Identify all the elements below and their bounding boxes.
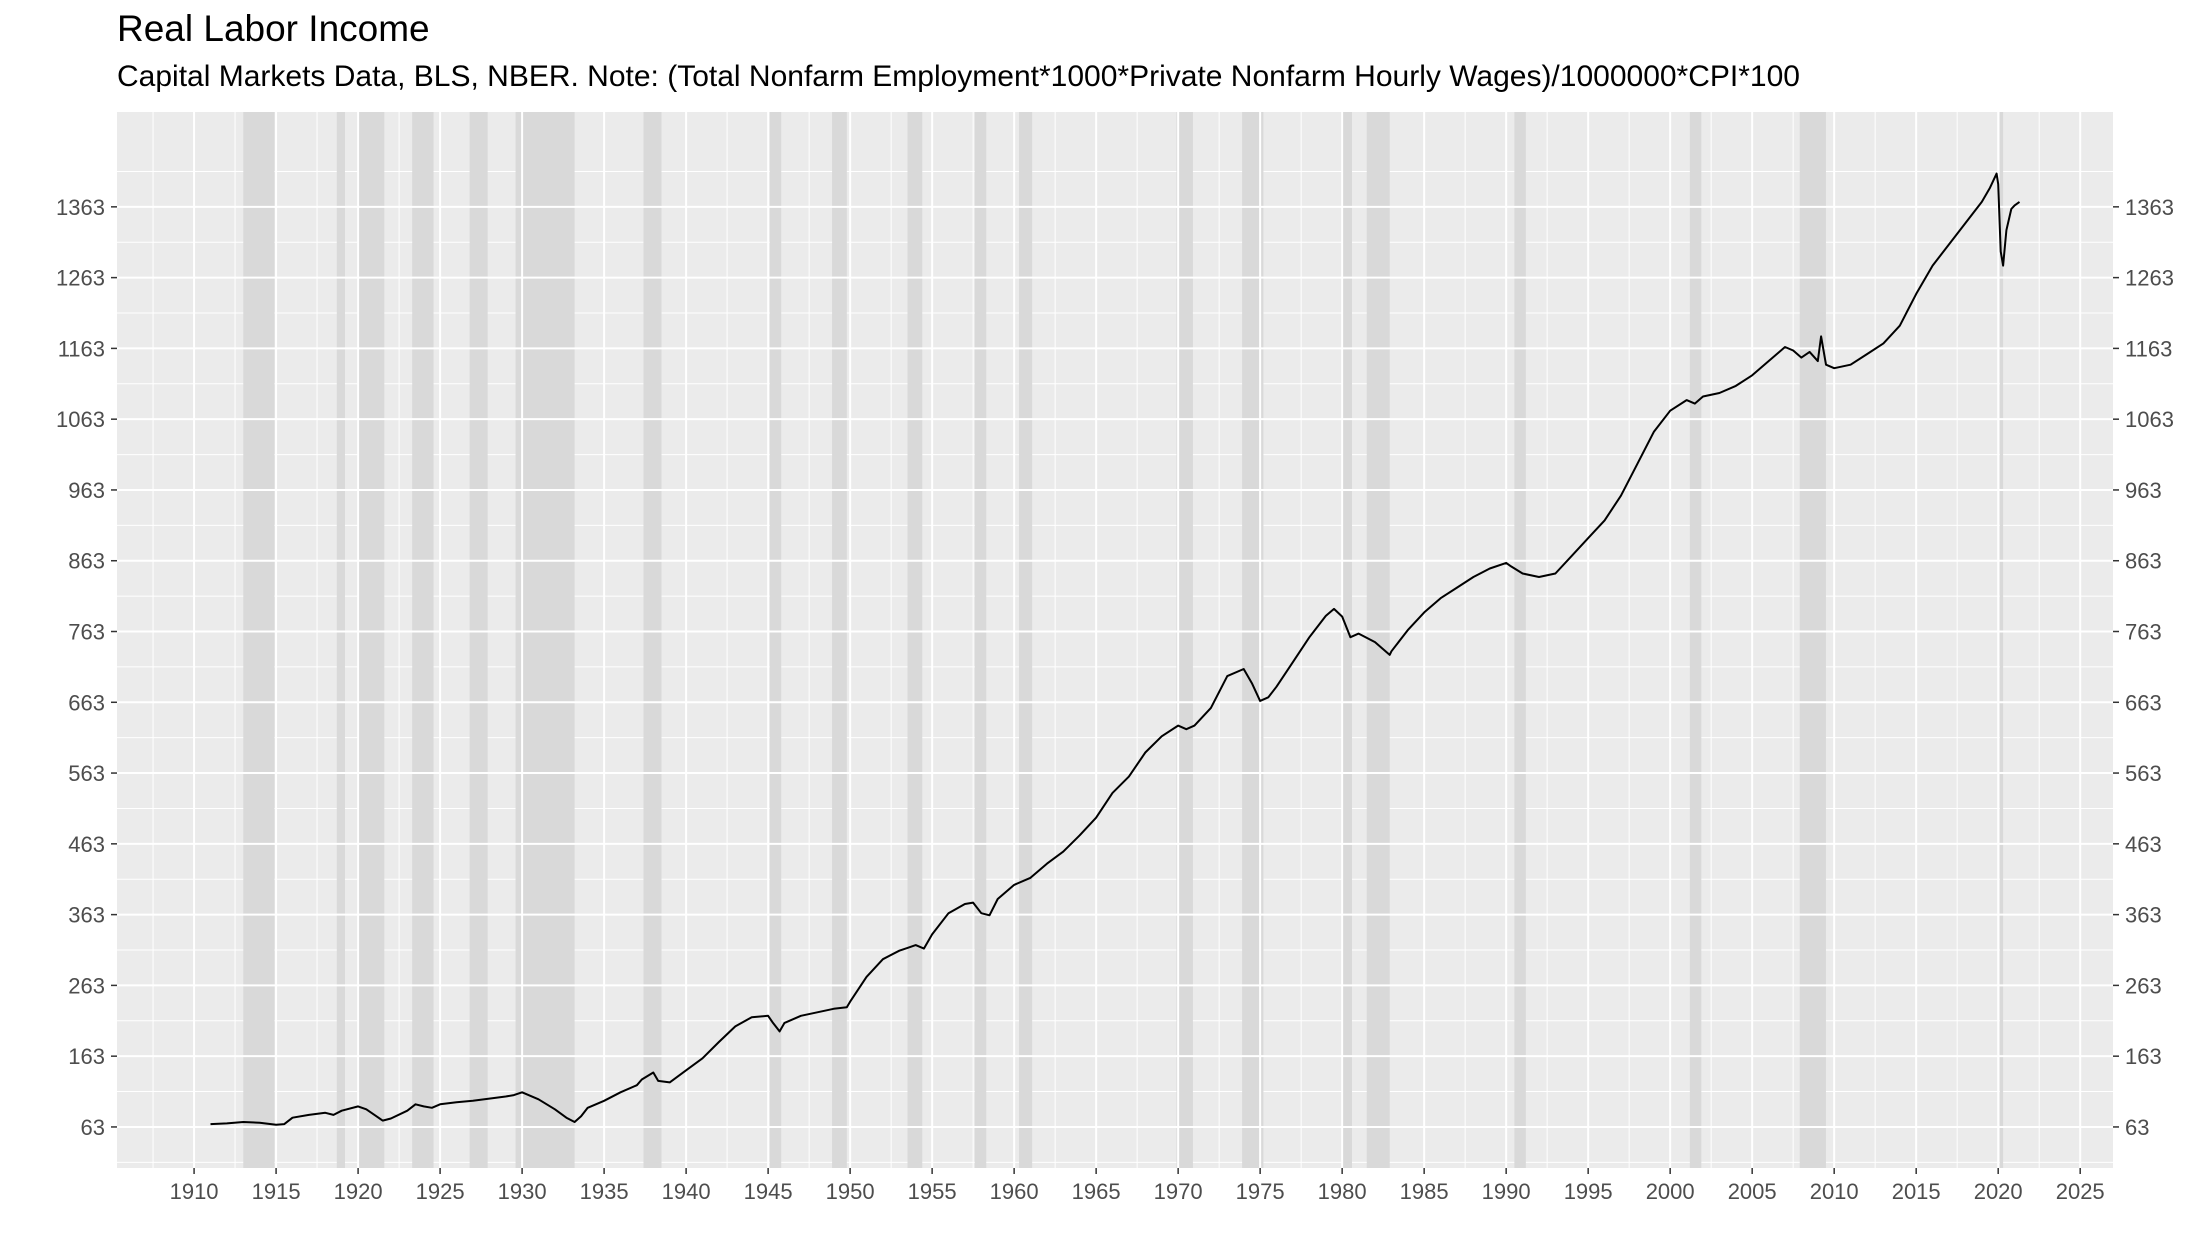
recession-band — [515, 112, 575, 1168]
x-tick-label: 1965 — [1072, 1179, 1121, 1204]
y-tick-label: 963 — [68, 478, 105, 503]
x-tick-label: 1920 — [334, 1179, 383, 1204]
x-tick-label: 1955 — [908, 1179, 957, 1204]
recession-band — [1799, 112, 1826, 1168]
x-tick-label: 1975 — [1236, 1179, 1285, 1204]
y-tick-label-right: 1163 — [2125, 336, 2172, 361]
x-tick-label: 1960 — [990, 1179, 1039, 1204]
y-tick-label: 63 — [81, 1115, 105, 1140]
chart-subtitle: Capital Markets Data, BLS, NBER. Note: (… — [117, 60, 1800, 93]
x-tick-label: 1925 — [416, 1179, 465, 1204]
y-tick-label-right: 1363 — [2125, 195, 2174, 220]
x-tick-label: 1940 — [662, 1179, 711, 1204]
y-tick-label-right: 563 — [2125, 761, 2162, 786]
y-tick-label-right: 1263 — [2125, 266, 2174, 291]
plot-panel — [117, 112, 2113, 1168]
recession-band — [1242, 112, 1264, 1168]
x-tick-label: 2005 — [1728, 1179, 1777, 1204]
x-tick-label: 2015 — [1892, 1179, 1941, 1204]
x-tick-label: 1930 — [498, 1179, 547, 1204]
x-tick-label: 1990 — [1482, 1179, 1531, 1204]
y-tick-label-right: 963 — [2125, 478, 2162, 503]
recession-band — [1999, 112, 2004, 1168]
x-tick-label: 1910 — [170, 1179, 219, 1204]
recession-band — [1366, 112, 1390, 1168]
chart-title: Real Labor Income — [117, 8, 430, 49]
x-tick-label: 2000 — [1646, 1179, 1695, 1204]
y-tick-label: 163 — [68, 1044, 105, 1069]
x-tick-label: 1935 — [580, 1179, 629, 1204]
recession-band — [643, 112, 662, 1168]
recession-band — [469, 112, 488, 1168]
recession-band — [1689, 112, 1702, 1168]
x-tick-label: 2010 — [1810, 1179, 1859, 1204]
y-tick-label-right: 363 — [2125, 903, 2162, 928]
y-tick-label: 863 — [68, 549, 105, 574]
y-tick-label: 1263 — [56, 266, 105, 291]
recession-band — [1176, 112, 1193, 1168]
x-tick-label: 1945 — [744, 1179, 793, 1204]
recession-band — [769, 112, 782, 1168]
recession-band — [832, 112, 847, 1168]
x-tick-label: 1950 — [826, 1179, 875, 1204]
recession-band — [358, 112, 385, 1168]
y-tick-label: 1163 — [58, 336, 105, 361]
recession-band — [1342, 112, 1352, 1168]
y-tick-label: 1363 — [56, 195, 105, 220]
y-tick-label: 363 — [68, 903, 105, 928]
y-axis-right: 63 163 263 363 463 563 663 763 863 963 1063 1163 126… — [2113, 195, 2174, 1140]
y-tick-label-right: 863 — [2125, 549, 2162, 574]
y-tick-label-right: 163 — [2125, 1044, 2162, 1069]
y-tick-label-right: 63 — [2125, 1115, 2149, 1140]
recession-band — [336, 112, 345, 1168]
major-gridlines — [117, 112, 2113, 1168]
recession-band — [907, 112, 923, 1168]
y-tick-label: 463 — [68, 832, 105, 857]
series-line — [210, 172, 2021, 1126]
recession-bands — [243, 112, 2004, 1168]
y-tick-label-right: 463 — [2125, 832, 2162, 857]
y-tick-label-right: 1063 — [2125, 407, 2174, 432]
x-tick-label: 1985 — [1400, 1179, 1449, 1204]
x-tick-label: 1970 — [1154, 1179, 1203, 1204]
recession-band — [1514, 112, 1526, 1168]
y-tick-label-right: 663 — [2125, 690, 2162, 715]
x-tick-label: 1980 — [1318, 1179, 1367, 1204]
recession-band — [1019, 112, 1033, 1168]
x-axis: 1910 1915 1920 1925 1930 1935 1940 1945 1950 1955… — [170, 1168, 2105, 1204]
x-tick-label: 2025 — [2056, 1179, 2105, 1204]
recession-band — [243, 112, 275, 1168]
x-tick-label: 1995 — [1564, 1179, 1613, 1204]
x-tick-label: 1915 — [252, 1179, 301, 1204]
y-tick-label-right: 263 — [2125, 973, 2162, 998]
y-axis-left: 63 163 263 363 463 563 663 763 863 963 1063 1163 126… — [56, 195, 117, 1140]
recession-band — [412, 112, 434, 1168]
y-tick-label: 1063 — [56, 407, 105, 432]
y-tick-label-right: 763 — [2125, 620, 2162, 645]
x-tick-label: 2020 — [1974, 1179, 2023, 1204]
y-tick-label: 763 — [68, 620, 105, 645]
y-tick-label: 663 — [68, 690, 105, 715]
y-tick-label: 263 — [68, 973, 105, 998]
y-tick-label: 563 — [68, 761, 105, 786]
recession-band — [974, 112, 987, 1168]
